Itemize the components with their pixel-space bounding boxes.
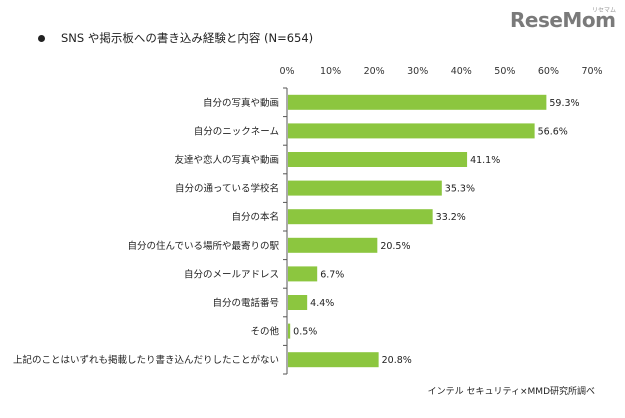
bar: [288, 152, 468, 167]
bar: [288, 180, 442, 196]
bar: [288, 266, 318, 282]
category-label: 自分の写真や動画: [203, 97, 279, 109]
x-tick-label: 30%: [407, 66, 428, 77]
x-tick-label: 0%: [279, 66, 294, 77]
bar: [288, 295, 308, 310]
value-label: 20.5%: [380, 241, 410, 252]
category-label: 自分の電話番号: [212, 297, 279, 309]
value-label: 20.8%: [382, 355, 412, 366]
value-label: 56.6%: [538, 126, 568, 137]
category-label: 自分のニックネーム: [194, 125, 279, 137]
value-label: 35.3%: [445, 184, 475, 195]
source-note: インテル セキュリティ×MMD研究所調べ: [427, 387, 595, 397]
category-label: 自分の通っている学校名: [175, 183, 279, 195]
category-label: 自分のメールアドレス: [184, 268, 279, 280]
category-label: 友達や恋人の写真や動画: [174, 154, 279, 166]
category-label: 自分の住んでいる場所や最寄りの駅: [127, 240, 279, 252]
x-tick-label: 70%: [581, 66, 602, 77]
x-tick-label: 60%: [538, 66, 559, 77]
value-label: 0.5%: [293, 327, 317, 338]
bar: [288, 352, 379, 368]
value-label: 41.1%: [470, 155, 500, 166]
x-tick-label: 20%: [364, 66, 385, 77]
value-label: 6.7%: [320, 269, 344, 280]
category-label: 上記のことはいずれも掲載したり書き込んだりしたことがない: [13, 354, 279, 366]
bar: [288, 123, 535, 139]
bar: [288, 94, 547, 110]
chart-title: SNS や掲示板への書き込み経験と内容 (N=654): [38, 30, 313, 46]
bar: [288, 237, 378, 253]
value-label: 59.3%: [549, 98, 579, 109]
bar: [288, 209, 433, 225]
category-label: 自分の本名: [231, 211, 279, 223]
x-tick-label: 10%: [320, 66, 341, 77]
bar: [288, 323, 291, 339]
x-tick-label: 50%: [494, 66, 515, 77]
value-label: 4.4%: [310, 298, 334, 309]
category-label: その他: [250, 326, 279, 338]
resemom-logo: ReseMom: [510, 8, 616, 32]
resemom-logo-subtext: リセマム: [592, 7, 617, 14]
chart-title-text: SNS や掲示板への書き込み経験と内容 (N=654): [61, 31, 314, 45]
value-label: 33.2%: [436, 212, 466, 223]
bullet-icon: [38, 34, 45, 42]
x-tick-label: 40%: [451, 66, 472, 77]
